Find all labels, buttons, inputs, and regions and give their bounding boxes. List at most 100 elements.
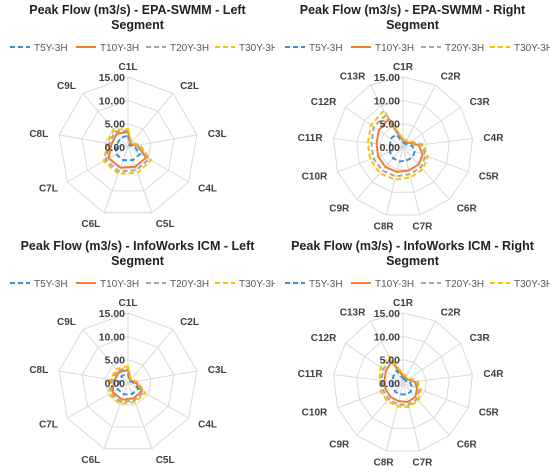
category-label: C7R — [412, 222, 433, 233]
legend-label: T10Y-3H — [375, 279, 414, 290]
radial-tick-label: 5.00 — [380, 355, 401, 367]
category-label: C7L — [39, 420, 58, 431]
radial-tick-label: 0.00 — [380, 378, 401, 390]
radial-tick-label: 0.00 — [105, 142, 126, 154]
legend-label: T30Y-3H — [239, 43, 275, 54]
series-line-t5y-3h — [388, 133, 416, 163]
radial-tick-label: 15.00 — [374, 308, 400, 320]
chart-title: Peak Flow (m3/s) - EPA-SWMM - Left — [29, 3, 246, 17]
radial-tick-label: 0.00 — [105, 378, 126, 390]
legend-label: T10Y-3H — [100, 279, 139, 290]
legend-label: T30Y-3H — [514, 279, 550, 290]
series-line-t20y-3h — [109, 367, 145, 403]
chart-title: Peak Flow (m3/s) - InfoWorks ICM - Left — [21, 239, 256, 253]
radar-grid — [58, 312, 198, 450]
radial-tick-label: 15.00 — [374, 72, 400, 84]
radar-chart-panel: Peak Flow (m3/s) - EPA-SWMM - Right Segme… — [275, 0, 550, 236]
category-label: C6R — [457, 440, 478, 451]
radial-tick-label: 5.00 — [380, 119, 401, 131]
category-label: C3R — [470, 97, 491, 108]
chart-title: Segment — [111, 18, 165, 32]
category-label: C12R — [311, 333, 337, 344]
category-label: C5L — [156, 455, 175, 466]
radar-chart-panel: Peak Flow (m3/s) - InfoWorks ICM - Right… — [275, 236, 550, 472]
series-line-t30y-3h — [378, 355, 422, 409]
category-label: C6R — [457, 204, 478, 215]
category-label: C3R — [470, 333, 491, 344]
category-label: C1L — [119, 298, 138, 309]
legend-label: T30Y-3H — [239, 279, 275, 290]
radar-chart: Peak Flow (m3/s) - InfoWorks ICM - Right… — [285, 239, 550, 469]
chart-title: Segment — [111, 254, 165, 268]
radar-chart: Peak Flow (m3/s) - InfoWorks ICM - LeftS… — [10, 239, 275, 466]
category-label: C2L — [180, 317, 199, 328]
radial-tick-label: 10.00 — [99, 95, 125, 107]
series-line-t10y-3h — [375, 118, 424, 173]
category-label: C4R — [483, 133, 504, 144]
series-line-t10y-3h — [383, 360, 418, 404]
category-label: C7R — [412, 458, 433, 469]
category-label: C11R — [298, 369, 324, 380]
legend-label: T20Y-3H — [445, 279, 484, 290]
chart-title: Peak Flow (m3/s) - EPA-SWMM - Right — [300, 3, 526, 17]
series-line-t30y-3h — [108, 365, 147, 405]
category-label: C2L — [180, 81, 199, 92]
legend-label: T20Y-3H — [170, 279, 209, 290]
legend-label: T5Y-3H — [34, 43, 68, 54]
category-label: C7L — [39, 184, 58, 195]
chart-title: Peak Flow (m3/s) - InfoWorks ICM - Right — [291, 239, 535, 253]
category-label: C13R — [340, 71, 366, 82]
legend-label: T10Y-3H — [100, 43, 139, 54]
category-label: C11R — [298, 133, 324, 144]
legend-label: T20Y-3H — [445, 43, 484, 54]
category-label: C5L — [156, 219, 175, 230]
category-label: C8L — [29, 129, 48, 140]
radial-tick-label: 15.00 — [99, 72, 125, 84]
category-label: C8L — [29, 365, 48, 376]
radar-grid — [332, 312, 474, 452]
radar-grid — [332, 76, 474, 216]
category-label: C1R — [393, 62, 414, 73]
legend-label: T30Y-3H — [514, 43, 550, 54]
radar-chart-panel: Peak Flow (m3/s) - EPA-SWMM - Left Segmen… — [0, 0, 275, 236]
category-label: C8R — [374, 458, 395, 469]
series-line-t5y-3h — [114, 134, 142, 162]
chart-title: Segment — [386, 18, 440, 32]
radial-tick-label: 5.00 — [105, 119, 126, 131]
category-label: C4L — [198, 184, 217, 195]
category-label: C9R — [329, 440, 350, 451]
category-label: C3L — [208, 365, 227, 376]
radial-tick-label: 10.00 — [374, 95, 400, 107]
category-label: C2R — [441, 71, 462, 82]
category-label: C6L — [81, 455, 100, 466]
category-label: C12R — [311, 97, 337, 108]
series-line-t10y-3h — [111, 368, 143, 401]
category-label: C9L — [57, 81, 76, 92]
category-label: C2R — [441, 307, 462, 318]
legend-label: T20Y-3H — [170, 43, 209, 54]
radial-tick-label: 0.00 — [380, 142, 401, 154]
legend-label: T5Y-3H — [309, 43, 343, 54]
category-label: C1R — [393, 298, 414, 309]
category-label: C5R — [479, 172, 500, 183]
category-label: C4L — [198, 420, 217, 431]
category-label: C4R — [483, 369, 504, 380]
legend-label: T5Y-3H — [309, 279, 343, 290]
category-label: C6L — [81, 219, 100, 230]
legend-label: T5Y-3H — [34, 279, 68, 290]
category-label: C3L — [208, 129, 227, 140]
radial-tick-label: 15.00 — [99, 308, 125, 320]
legend-label: T10Y-3H — [375, 43, 414, 54]
category-label: C8R — [374, 222, 395, 233]
category-label: C9R — [329, 204, 350, 215]
radar-chart: Peak Flow (m3/s) - EPA-SWMM - LeftSegmen… — [10, 3, 275, 230]
category-label: C10R — [302, 408, 328, 419]
series-line-t30y-3h — [102, 127, 153, 175]
category-label: C13R — [340, 307, 366, 318]
series-line-t5y-3h — [391, 369, 413, 396]
category-label: C9L — [57, 317, 76, 328]
category-label: C5R — [479, 408, 500, 419]
radar-chart-panel: Peak Flow (m3/s) - InfoWorks ICM - Left S… — [0, 236, 275, 472]
category-label: C1L — [119, 62, 138, 73]
